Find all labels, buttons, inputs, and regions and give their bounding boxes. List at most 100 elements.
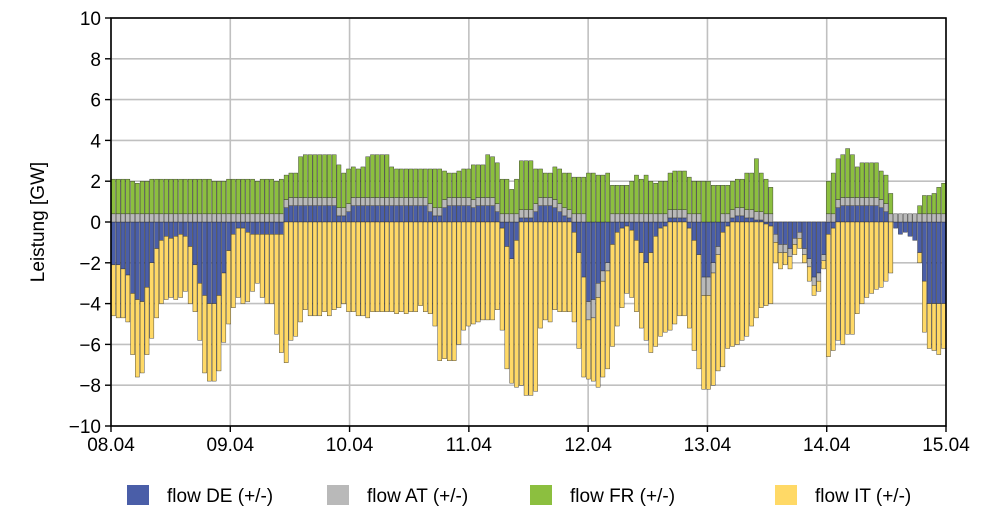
bar-fr-1: [115, 178, 121, 215]
bar-it-142: [792, 244, 798, 255]
bar-at-77: [480, 197, 486, 206]
bar-fr-128: [725, 185, 730, 215]
bar-fr-103: [605, 172, 610, 223]
bar-at-88: [533, 203, 538, 212]
bar-it-37: [288, 221, 294, 341]
bar-at-102: [600, 270, 606, 282]
bar-at-67: [432, 207, 438, 217]
bar-fr-126: [715, 185, 721, 223]
bar-de-55: [375, 205, 380, 223]
bar-it-130: [734, 221, 740, 345]
bar-series-group: [111, 148, 946, 396]
bar-it-106: [619, 227, 625, 308]
bar-at-94: [562, 207, 567, 217]
bar-fr-136: [763, 178, 769, 215]
bar-at-57: [384, 197, 390, 206]
bar-it-172: [936, 303, 942, 355]
bar-de-153: [845, 205, 850, 223]
bar-it-19: [202, 295, 207, 374]
bar-at-136: [763, 213, 769, 223]
bar-it-122: [696, 254, 702, 370]
bar-at-142: [792, 238, 798, 245]
bar-at-126: [715, 246, 721, 255]
bar-fr-49: [346, 168, 351, 204]
bar-it-1: [115, 264, 121, 319]
bar-at-131: [739, 207, 745, 217]
bar-de-77: [480, 205, 486, 223]
bar-fr-54: [370, 154, 375, 198]
bar-at-47: [336, 207, 342, 217]
bar-de-143: [797, 221, 802, 233]
bar-it-153: [845, 221, 850, 335]
bar-de-22: [216, 221, 222, 296]
bar-fr-117: [672, 170, 678, 210]
bar-it-42: [312, 221, 318, 317]
bar-at-154: [850, 197, 855, 206]
bar-fr-28: [245, 178, 251, 215]
bar-at-128: [725, 213, 730, 223]
bar-de-131: [739, 215, 745, 223]
bar-it-13: [173, 236, 179, 300]
bar-de-38: [293, 205, 299, 223]
bar-at-135: [758, 211, 764, 221]
bar-de-15: [183, 221, 188, 237]
bar-at-43: [317, 197, 323, 206]
bar-fr-94: [562, 172, 567, 208]
bar-at-54: [370, 197, 375, 206]
bar-fr-149: [826, 180, 831, 215]
bar-at-109: [634, 213, 639, 223]
bar-de-95: [567, 217, 572, 223]
bar-it-9: [154, 248, 159, 319]
bar-it-67: [432, 221, 438, 327]
bar-it-169: [922, 280, 927, 333]
bar-fr-123: [701, 180, 706, 223]
bar-fr-122: [696, 180, 702, 215]
bar-de-5: [135, 221, 140, 300]
bar-at-119: [682, 209, 687, 219]
bar-fr-8: [149, 178, 155, 215]
bar-fr-106: [619, 185, 625, 215]
bar-it-93: [557, 221, 562, 312]
bar-at-28: [245, 213, 251, 223]
bar-it-114: [658, 227, 663, 337]
bar-fr-56: [379, 154, 385, 198]
bar-at-86: [523, 209, 529, 219]
bar-fr-119: [682, 170, 687, 210]
y-tick-label-0: −10: [69, 417, 101, 438]
bar-it-51: [355, 221, 361, 317]
bar-de-146: [811, 221, 817, 278]
bar-at-146: [811, 276, 817, 286]
bar-de-106: [619, 221, 625, 229]
bar-it-70: [447, 221, 452, 361]
bar-fr-59: [394, 168, 399, 198]
bar-de-4: [130, 221, 135, 294]
bar-de-11: [163, 221, 169, 237]
x-tick-label-4: 12.04: [564, 435, 612, 456]
bar-de-90: [543, 205, 548, 223]
bar-de-138: [773, 221, 778, 235]
bar-fr-118: [677, 170, 682, 210]
bar-it-135: [758, 221, 764, 308]
legend-label-de: flow DE (+/-): [167, 486, 273, 507]
bar-fr-45: [327, 154, 332, 198]
bar-it-25: [231, 234, 236, 308]
bar-it-125: [710, 272, 716, 386]
bar-at-74: [466, 197, 471, 206]
bar-de-141: [787, 221, 793, 249]
bar-fr-131: [739, 178, 745, 208]
bar-at-129: [730, 209, 735, 219]
bar-it-98: [581, 276, 586, 378]
bar-de-136: [763, 221, 769, 225]
legend-label-it: flow IT (+/-): [815, 486, 911, 507]
bar-fr-69: [442, 170, 447, 200]
bar-fr-33: [269, 178, 275, 215]
bar-it-134: [754, 221, 759, 319]
bar-de-50: [351, 205, 356, 223]
bar-it-47: [336, 221, 342, 308]
bar-de-127: [720, 221, 726, 233]
bar-it-158: [869, 221, 874, 294]
bar-de-161: [883, 211, 889, 223]
bar-at-19: [202, 213, 207, 223]
bar-at-24: [226, 213, 231, 223]
bar-it-141: [787, 256, 793, 270]
